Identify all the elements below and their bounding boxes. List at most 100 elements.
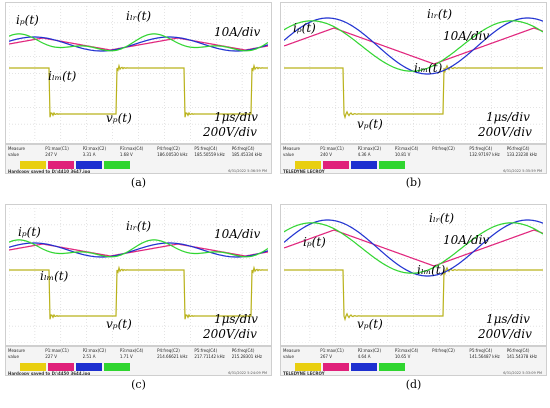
trace-ilr: [9, 36, 268, 52]
label-scale-t: 1μs/div: [214, 110, 258, 124]
value-p3: 1.71 V: [119, 354, 133, 359]
label-ilr: iₗᵣ(t): [126, 219, 152, 233]
label-scale-i: 10A/div: [443, 233, 490, 247]
channel-chip-4[interactable]: [104, 161, 130, 169]
label-scale-v: 200V/div: [478, 125, 532, 139]
label-ip: iₚ(t): [16, 13, 39, 27]
channel-chip-4[interactable]: [379, 161, 405, 169]
label-ilr: iₗᵣ(t): [427, 7, 453, 21]
panel-caption: (c): [131, 378, 146, 391]
value-p2: 3.31 A: [82, 152, 96, 157]
channel-chip-2[interactable]: [323, 363, 349, 371]
measure-p3: P3:max(C4): [394, 348, 419, 353]
measure-p1: P1:max(C1): [45, 146, 69, 151]
value-p5: 132.97197 kHz: [469, 152, 500, 157]
measure-p5: P5:freq(C4): [194, 146, 218, 151]
brand-text: Hardcopy saved to D:\4410 3647.jpg: [8, 169, 91, 174]
label-scale-t: 1μs/div: [486, 312, 530, 326]
scope-screen: iₚ(t) iₗᵣ(t) iₗₘ(t) vₚ(t) 10A/div 1μs/di…: [280, 204, 547, 346]
measure-p1: P1:max(C1): [320, 146, 344, 151]
measure-p4: P4:freq(C2): [432, 146, 455, 151]
label-scale-v: 200V/div: [203, 327, 257, 341]
scope-panel-b: iₚ(t) iₗᵣ(t) iₗₘ(t) vₚ(t) 10A/div 1μs/di…: [280, 2, 547, 189]
label-ilm: iₗₘ(t): [48, 69, 77, 83]
channel-chip-1[interactable]: [20, 161, 46, 169]
channel-chip-3[interactable]: [351, 363, 377, 371]
channel-chip-1[interactable]: [20, 363, 46, 371]
channel-chip-3[interactable]: [76, 161, 102, 169]
value-p3: 1.68 V: [119, 152, 133, 157]
measure-header: Measure: [8, 146, 25, 151]
measure-p4: P4:freq(C2): [157, 348, 180, 353]
timestamp: 6/31/2022 5:36:59 PM: [228, 169, 267, 173]
label-ilm: iₗₘ(t): [40, 269, 69, 283]
scope-screen: iₚ(t) iₗᵣ(t) iₗₘ(t) vₚ(t) 10A/div 1μs/di…: [280, 2, 547, 144]
label-ilm: iₗₘ(t): [414, 61, 443, 75]
value-p2: 4.64 A: [357, 354, 371, 359]
value-p3: 10.81 V: [394, 152, 411, 157]
channel-chip-2[interactable]: [48, 161, 74, 169]
trace-ip: [284, 222, 543, 274]
trace-ip: [9, 33, 268, 52]
value-p1: 247 V: [45, 152, 57, 157]
value-p5: 217.71142 kHz: [194, 354, 225, 359]
value-p1: 240 V: [320, 152, 332, 157]
channel-chip-2[interactable]: [48, 363, 74, 371]
channel-chip-4[interactable]: [104, 363, 130, 371]
value-p3: 10.65 V: [394, 354, 411, 359]
measure-bar: Measure P1:max(C1) P2:max(C2) P3:max(C4)…: [5, 144, 272, 174]
measure-bar: Measure P1:max(C1) P2:max(C2) P3:max(C4)…: [280, 144, 547, 174]
channel-chip-3[interactable]: [351, 161, 377, 169]
label-ip: iₚ(t): [303, 235, 326, 249]
value-p5: 141.56487 kHz: [469, 354, 500, 359]
trace-vp: [9, 63, 268, 118]
label-ip: iₚ(t): [293, 21, 316, 35]
value-p6: 185.45334 kHz: [231, 152, 263, 157]
measure-header: Measure: [8, 348, 25, 353]
value-header: value: [8, 152, 19, 157]
measure-p3: P3:max(C4): [119, 146, 144, 151]
channel-chip-1[interactable]: [295, 161, 321, 169]
label-vp: vₚ(t): [357, 117, 383, 131]
value-p4: 214.66621 kHz: [157, 354, 188, 359]
measure-header: Measure: [283, 348, 300, 353]
trace-ilm: [284, 27, 543, 65]
channel-chip-1[interactable]: [295, 363, 321, 371]
timestamp: 6/31/2022 5:24:09 PM: [228, 371, 267, 375]
channel-chip-3[interactable]: [76, 363, 102, 371]
measure-p3: P3:max(C4): [119, 348, 144, 353]
trace-vp: [9, 265, 268, 320]
channel-chip-4[interactable]: [379, 363, 405, 371]
brand-text: TELEDYNE LECROY: [283, 169, 325, 174]
label-scale-v: 200V/div: [203, 125, 257, 139]
value-p2: 4.36 A: [357, 152, 371, 157]
value-p6: 215.28301 kHz: [231, 354, 263, 359]
measure-p6: P6:freq(C4): [506, 348, 530, 353]
value-header: value: [8, 354, 19, 359]
label-scale-v: 200V/div: [478, 327, 532, 341]
waveform-plot: [9, 208, 268, 343]
timestamp: 6/31/2022 5:35:59 PM: [503, 169, 542, 173]
value-p4: [432, 152, 469, 158]
channel-chip-2[interactable]: [323, 161, 349, 169]
measure-p4: P4:freq(C2): [157, 146, 180, 151]
trace-ilr: [9, 242, 268, 258]
scope-panel-d: iₚ(t) iₗᵣ(t) iₗₘ(t) vₚ(t) 10A/div 1μs/di…: [280, 204, 547, 391]
trace-vp: [284, 64, 543, 120]
measure-p1: P1:max(C1): [320, 348, 344, 353]
trace-ilm: [284, 229, 543, 267]
measure-p2: P2:max(C2): [357, 348, 382, 353]
label-ilr: iₗᵣ(t): [429, 211, 455, 225]
value-p4: [432, 354, 469, 360]
label-scale-t: 1μs/div: [486, 110, 530, 124]
scope-panel-c: iₚ(t) iₗᵣ(t) iₗₘ(t) vₚ(t) 10A/div 1μs/di…: [5, 204, 272, 391]
label-vp: vₚ(t): [106, 317, 132, 331]
measure-p5: P5:freq(C4): [194, 348, 218, 353]
scope-screen: iₚ(t) iₗᵣ(t) iₗₘ(t) vₚ(t) 10A/div 1μs/di…: [5, 204, 272, 346]
panel-caption: (d): [405, 378, 422, 391]
value-p6: 141.54378 kHz: [506, 354, 538, 359]
brand-text: TELEDYNE LECROY: [283, 371, 325, 376]
measure-p6: P6:freq(C4): [231, 348, 255, 353]
scope-screen: iₚ(t) iₗᵣ(t) iₗₘ(t) vₚ(t) 10A/div 1μs/di…: [5, 2, 272, 144]
label-scale-i: 10A/div: [214, 227, 261, 241]
